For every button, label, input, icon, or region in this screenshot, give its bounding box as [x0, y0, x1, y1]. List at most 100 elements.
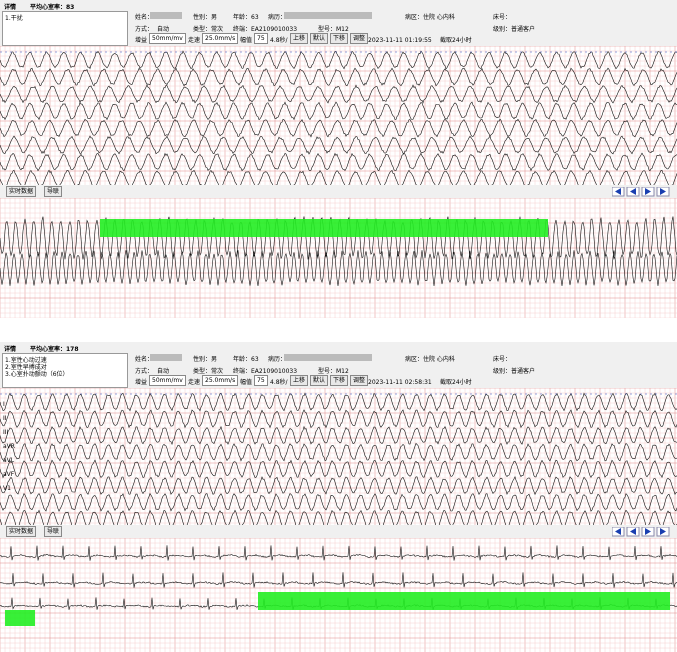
ecg-trace	[0, 50, 677, 70]
lead-label: aVF	[3, 471, 15, 478]
diagnosis-box: 1.干扰	[2, 11, 128, 46]
ecg-trace	[0, 459, 677, 479]
ecg-trace	[0, 84, 677, 104]
toolbar-label: 增益	[135, 379, 148, 386]
event-highlight	[258, 592, 670, 610]
ecg-strip	[0, 538, 677, 652]
info-field: 病区：住院 心内科	[405, 14, 455, 21]
info-field: 终端：EA2109010033	[233, 26, 298, 33]
info-field: 型号：M12	[318, 26, 349, 33]
nav-arrow	[630, 528, 636, 535]
lead-label: aVR	[3, 443, 15, 450]
toolbar-select[interactable]: 50mm/mv	[149, 33, 186, 44]
nav-arrow	[615, 188, 621, 195]
ecg-trace	[0, 509, 677, 525]
toolbar-button[interactable]: 调整	[350, 33, 369, 44]
info-field: 时间：2023-11-11 01:19:55	[350, 37, 432, 44]
info-field: 姓名：	[135, 356, 154, 363]
info-field: 级别：普通客户	[493, 368, 536, 375]
ecg-trace	[0, 442, 677, 462]
redacted-name	[150, 12, 182, 19]
toolbar-select[interactable]: 75	[254, 33, 268, 44]
toolbar-button[interactable]: 下移	[330, 33, 349, 44]
info-field: 终端：EA2109010033	[233, 368, 298, 375]
info-field: 性别：男	[193, 14, 218, 21]
average-rate: 平均心室率：178	[30, 346, 79, 353]
diagnosis-item: 3.心室扑动颤动（6位）	[5, 371, 69, 378]
ecg-trace	[0, 475, 677, 496]
average-rate: 平均心室率：83	[30, 4, 75, 11]
diagnosis-item: 1.室性心动过速	[5, 357, 47, 364]
monitor-panel: 详情 平均心室率：83 1.干扰 姓名： 性别：男 年龄：63 病历： 病区：住院 心内科 床号…	[0, 0, 677, 318]
ecg-trace	[0, 392, 677, 412]
nav-arrow	[645, 188, 651, 195]
nav-arrow	[645, 528, 651, 535]
ecg-trace	[0, 492, 677, 512]
info-field: 截取24小时	[440, 37, 472, 44]
ecg-strip	[0, 198, 677, 318]
toolbar-label: 幅值	[240, 37, 253, 44]
info-field: 床号：	[493, 356, 512, 363]
info-field: 自动	[157, 368, 170, 375]
toolbar-button[interactable]: 上移	[290, 375, 309, 386]
ecg-trace	[0, 169, 677, 185]
info-field: 年龄：63	[233, 356, 259, 363]
ecg-main	[0, 46, 677, 185]
diagnosis-item: 2.室性早搏成对	[5, 364, 47, 371]
nav-arrow	[660, 528, 666, 535]
lead-button[interactable]: 导联	[44, 186, 63, 197]
toolbar-button[interactable]: 下移	[330, 375, 349, 386]
lead-label: III	[3, 429, 9, 436]
lead-button[interactable]: 导联	[44, 526, 63, 537]
info-field: 型号：M12	[318, 368, 349, 375]
nav-arrow	[630, 188, 636, 195]
realtime-button[interactable]: 实时数据	[6, 526, 37, 537]
nav-arrow	[615, 528, 621, 535]
ecg-trace	[0, 425, 677, 446]
redacted-record	[284, 354, 372, 361]
diagnosis-box: 1.室性心动过速 2.室性早搏成对 3.心室扑动颤动（6位）	[2, 353, 128, 388]
nav-buttons	[612, 527, 670, 537]
tab-label: 详情	[4, 4, 17, 11]
info-field: 病历：	[268, 14, 287, 21]
toolbar-select[interactable]: 25.0mm/s	[202, 375, 239, 386]
info-field: 床号：	[493, 14, 512, 21]
toolbar-button[interactable]: 默认	[310, 375, 329, 386]
info-field: 自动	[157, 26, 170, 33]
toolbar-label: 走速	[188, 37, 201, 44]
monitor-panel: 详情 平均心室率：178 1.室性心动过速 2.室性早搏成对 3.心室扑动颤动（6位）姓…	[0, 342, 677, 652]
ecg-trace	[0, 135, 677, 155]
diagnosis-item: 1.干扰	[5, 15, 23, 22]
info-field: 类型：常次	[193, 368, 224, 375]
ecg-trace	[0, 118, 677, 138]
toolbar-button[interactable]: 调整	[350, 375, 369, 386]
toolbar-label: 幅值	[240, 379, 253, 386]
toolbar-button[interactable]: 上移	[290, 33, 309, 44]
lead-label: I	[3, 401, 5, 408]
event-highlight	[5, 610, 35, 626]
toolbar-button[interactable]: 默认	[310, 33, 329, 44]
toolbar-select[interactable]: 75	[254, 375, 268, 386]
ecg-trace	[0, 409, 677, 429]
realtime-button[interactable]: 实时数据	[6, 186, 37, 197]
toolbar-select[interactable]: 50mm/mv	[149, 375, 186, 386]
toolbar-select[interactable]: 25.0mm/s	[202, 33, 239, 44]
toolbar-label: 增益	[135, 37, 148, 44]
toolbar-label: 4.8秒/	[270, 37, 288, 44]
lead-label: II	[3, 415, 7, 422]
event-highlight	[100, 219, 548, 237]
info-field: 截取24小时	[440, 379, 472, 386]
ecg-trace	[0, 152, 677, 172]
info-field: 姓名：	[135, 14, 154, 21]
nav-buttons	[612, 187, 670, 197]
nav-arrow	[660, 188, 666, 195]
info-field: 类型：常次	[193, 26, 224, 33]
ecg-trace	[0, 572, 677, 588]
ecg-trace	[0, 101, 677, 121]
ecg-trace	[0, 545, 677, 561]
info-field: 年龄：63	[233, 14, 259, 21]
info-field: 性别：男	[193, 356, 218, 363]
info-field: 病区：住院 心内科	[405, 356, 455, 363]
